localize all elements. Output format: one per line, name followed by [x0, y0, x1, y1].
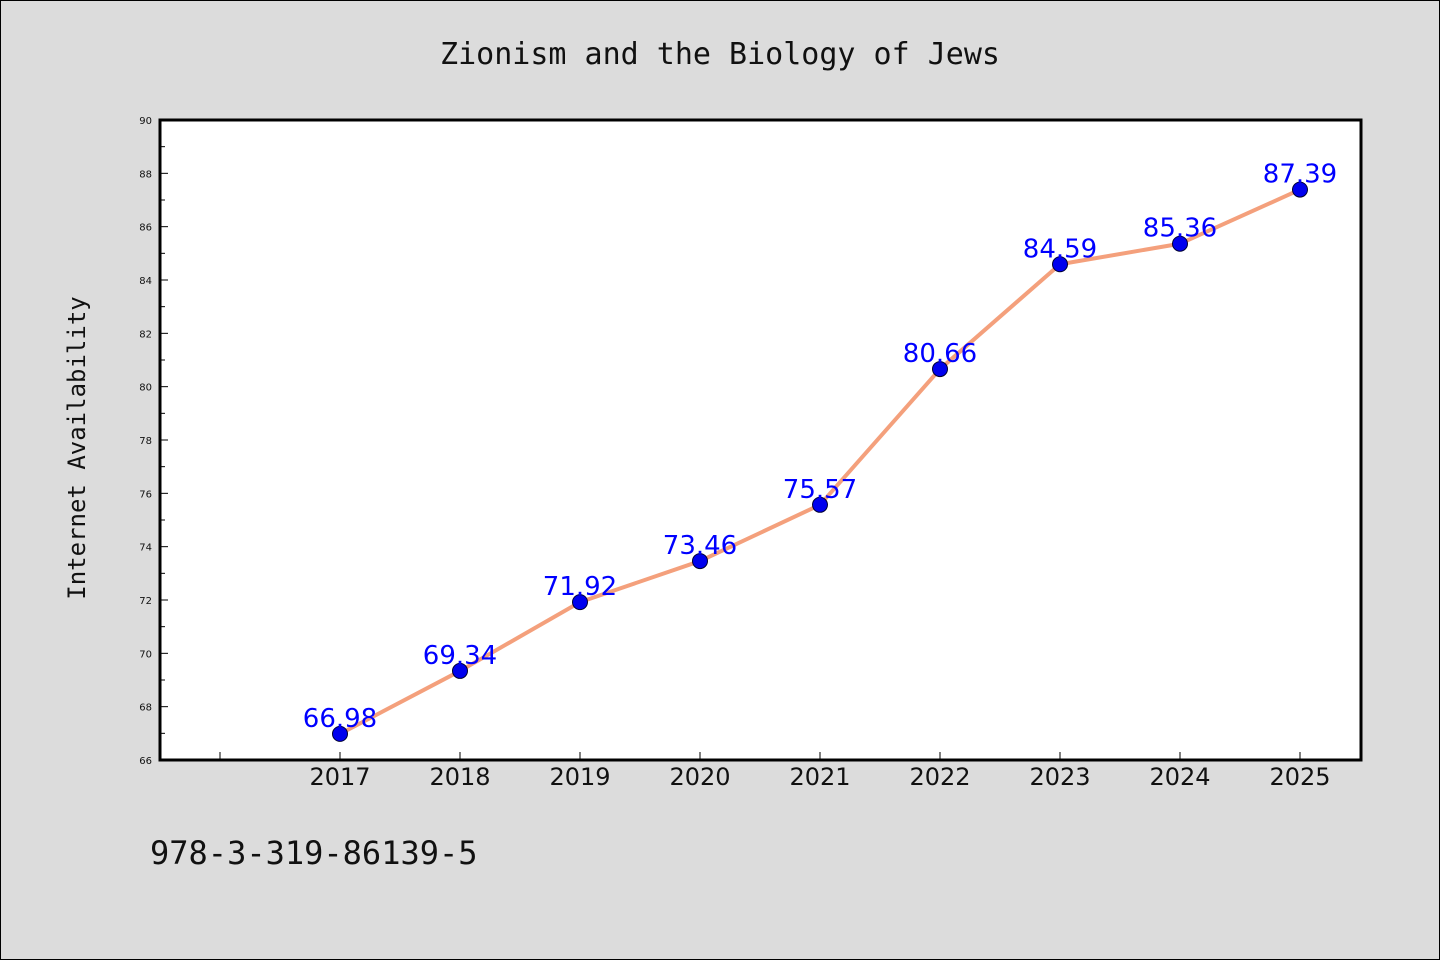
x-tick-label: 2023 — [1029, 763, 1090, 791]
data-point — [332, 725, 348, 742]
data-label: 84.59 — [1023, 234, 1097, 264]
data-label: 87.39 — [1263, 160, 1337, 190]
data-label: 85.36 — [1143, 214, 1217, 244]
data-label: 73.46 — [663, 531, 737, 561]
series-points-group — [332, 181, 1308, 742]
x-tick-label: 2018 — [429, 763, 490, 791]
data-label: 75.57 — [783, 475, 857, 505]
y-axis-ticks: 66 68 70 72 74 76 78 80 82 84 86 88 90 — [139, 116, 168, 767]
data-point — [1172, 235, 1188, 252]
data-point — [932, 361, 948, 378]
y-tick-label: 70 — [139, 649, 152, 660]
data-point — [1052, 256, 1068, 273]
x-tick-label: 2022 — [909, 763, 970, 791]
y-tick-label: 88 — [139, 169, 152, 180]
y-tick-label: 78 — [139, 436, 152, 447]
y-tick-label: 74 — [139, 543, 152, 554]
chart-title: Zionism and the Biology of Jews — [440, 37, 1000, 72]
x-tick-label: 2019 — [549, 763, 610, 791]
data-point — [1292, 181, 1308, 198]
data-label: 71.92 — [543, 572, 617, 602]
data-point — [452, 662, 468, 679]
data-label: 66.98 — [303, 704, 377, 734]
y-tick-label: 84 — [139, 276, 152, 287]
data-point — [692, 553, 708, 570]
x-axis-ticks: 2017 2018 2019 2020 2021 2022 2023 2024 2025 — [219, 752, 1331, 791]
plot-area — [158, 118, 1363, 762]
y-tick-label: 80 — [139, 383, 152, 394]
y-axis-label: Internet Availability — [63, 296, 91, 599]
y-tick-label: 68 — [139, 703, 152, 714]
y-tick-label: 90 — [139, 116, 152, 127]
x-tick-label: 2021 — [789, 763, 850, 791]
data-point — [572, 594, 588, 611]
data-point — [812, 496, 828, 513]
y-tick-label: 66 — [139, 756, 152, 767]
y-tick-label: 76 — [139, 489, 152, 500]
x-tick-label: 2025 — [1269, 763, 1330, 791]
isbn-text: 978-3-319-86139-5 — [150, 834, 478, 872]
y-tick-label: 86 — [139, 223, 152, 234]
x-tick-label: 2017 — [309, 763, 370, 791]
x-tick-label: 2024 — [1149, 763, 1210, 791]
x-tick-label: 2020 — [669, 763, 730, 791]
y-tick-label: 72 — [139, 596, 152, 607]
y-tick-label: 82 — [139, 329, 152, 340]
data-label: 80.66 — [903, 339, 977, 369]
data-label: 69.34 — [423, 641, 497, 671]
data-labels-group: 66.98 69.34 71.92 73.46 75.57 80.66 84.59 85.36… — [303, 160, 1337, 734]
